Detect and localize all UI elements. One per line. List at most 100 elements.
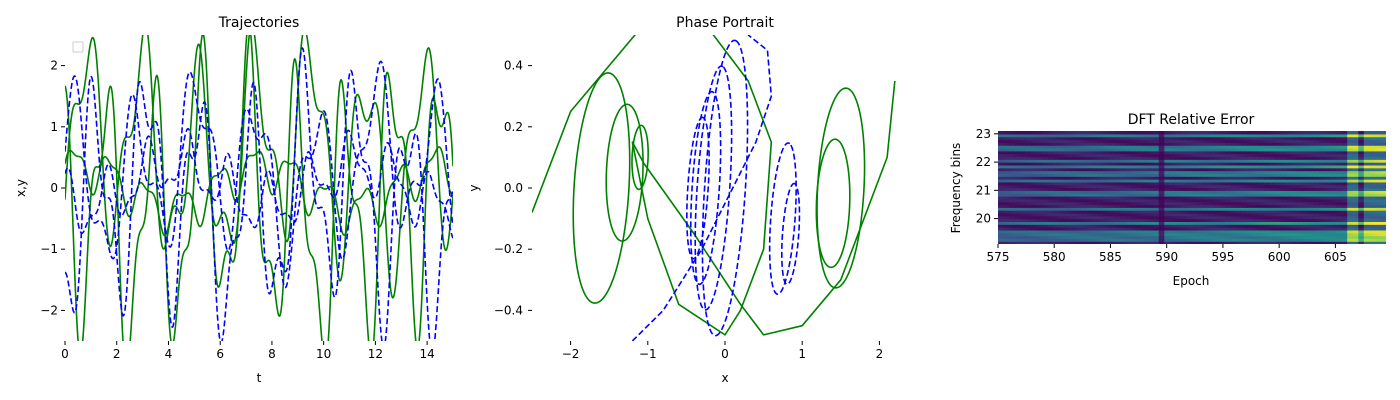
heatmap-cell [1286, 145, 1293, 149]
heatmap-cell [1369, 218, 1376, 222]
heatmap-cell [1009, 147, 1016, 152]
heatmap-cell [1313, 147, 1321, 152]
heatmap-cell [998, 190, 1005, 194]
heatmap-cell [1108, 181, 1115, 186]
heatmap-cell [1053, 198, 1060, 203]
heatmap-cell [1325, 229, 1332, 234]
heatmap-cell [1070, 232, 1077, 237]
heatmap-cell [1286, 207, 1293, 211]
heatmap-cell [1358, 210, 1365, 214]
heatmap-cell [1247, 212, 1254, 217]
heatmap-cell [1136, 173, 1143, 177]
heatmap-cell [1175, 212, 1182, 217]
heatmap-cell [1192, 224, 1199, 228]
heatmap-cell [1247, 147, 1254, 152]
heatmap-cell [1252, 195, 1260, 200]
heatmap-cell [1219, 133, 1226, 138]
heatmap-cell [1291, 142, 1298, 146]
heatmap-cell [1225, 232, 1232, 237]
heatmap-cell [1153, 145, 1160, 149]
heatmap-cell [1325, 179, 1332, 183]
heatmap-cell [998, 241, 1005, 244]
heatmap-cell [1252, 218, 1260, 222]
heatmap-cell [1252, 184, 1260, 189]
heatmap-cell [1225, 241, 1232, 244]
heatmap-cell [1092, 215, 1099, 220]
heatmap-cell [1164, 198, 1171, 203]
heatmap-cell [1075, 136, 1082, 141]
heatmap-cell [1097, 224, 1104, 228]
heatmap-cell [1352, 153, 1359, 158]
heatmap-cell [1020, 179, 1027, 183]
heatmap-cell [1369, 181, 1376, 186]
heatmap-cell [1308, 133, 1315, 138]
heatmap-cell [1075, 147, 1082, 152]
heatmap-cell [1036, 229, 1043, 234]
heatmap-cell [1147, 218, 1154, 222]
heatmap-cell [1058, 142, 1066, 146]
heatmap-cell [1308, 201, 1315, 206]
heatmap-cell [1374, 187, 1382, 191]
heatmap-cell [1374, 167, 1382, 172]
heatmap-cell [1230, 212, 1237, 217]
heatmap-cell [1308, 147, 1315, 152]
heatmap-cell [1153, 193, 1160, 197]
heatmap-cell [1147, 167, 1154, 172]
heatmap-cell [1070, 173, 1077, 177]
heatmap-cell [1369, 195, 1376, 200]
y-tick-label: −0.4 [494, 303, 523, 317]
heatmap-cell [1064, 227, 1071, 231]
heatmap-cell [1003, 176, 1010, 180]
heatmap-cell [1302, 187, 1309, 191]
heatmap-cell [1203, 212, 1210, 217]
heatmap-cell [1308, 181, 1315, 186]
heatmap-cell [1280, 170, 1287, 174]
heatmap-cell [1158, 201, 1165, 206]
heatmap-cell [1313, 190, 1321, 194]
heatmap-cell [1036, 218, 1043, 222]
heatmap-cell [1264, 181, 1271, 186]
heatmap-cell [1264, 184, 1271, 189]
heatmap-cell [1330, 181, 1337, 186]
heatmap-cell [1330, 229, 1337, 234]
heatmap-cell [1308, 179, 1315, 183]
heatmap-cell [1291, 147, 1298, 152]
heatmap-cell [1297, 159, 1304, 163]
heatmap-cell [1042, 184, 1049, 189]
heatmap-cell [1020, 164, 1027, 169]
heatmap-cell [1131, 184, 1138, 189]
heatmap-cell [1369, 156, 1376, 160]
heatmap-cell [1031, 210, 1038, 214]
heatmap-cell [1280, 212, 1287, 217]
heatmap-cell [1252, 207, 1260, 211]
heatmap-cell [1291, 184, 1298, 189]
heatmap-cell [1175, 229, 1182, 234]
heatmap-cell [1142, 176, 1149, 180]
heatmap-cell [1341, 136, 1348, 141]
heatmap-cell [1097, 193, 1104, 197]
heatmap-cell [1103, 184, 1110, 189]
heatmap-cell [1119, 156, 1127, 160]
heatmap-cell [1269, 238, 1276, 242]
heatmap-cell [1142, 164, 1149, 169]
heatmap-cell [1313, 184, 1321, 189]
heatmap-cell [1380, 184, 1386, 189]
heatmap-cell [1147, 229, 1154, 234]
heatmap-cell [1164, 190, 1171, 194]
heatmap-cell [1275, 201, 1282, 206]
heatmap-cell [1286, 201, 1293, 206]
heatmap-cell [1286, 147, 1293, 152]
heatmap-cell [1136, 179, 1143, 183]
phase-curve [780, 182, 801, 286]
heatmap-cell [1291, 164, 1298, 169]
heatmap-cell [1114, 190, 1121, 194]
heatmap-cell [1275, 133, 1282, 138]
heatmap-cell [1131, 218, 1138, 222]
heatmap-cell [1125, 156, 1132, 160]
heatmap-cell [1070, 139, 1077, 143]
heatmap-cell [998, 238, 1005, 242]
heatmap-cell [1319, 164, 1326, 169]
heatmap-cell [1153, 147, 1160, 152]
heatmap-cell [1119, 173, 1127, 177]
heatmap-cell [1169, 164, 1176, 169]
